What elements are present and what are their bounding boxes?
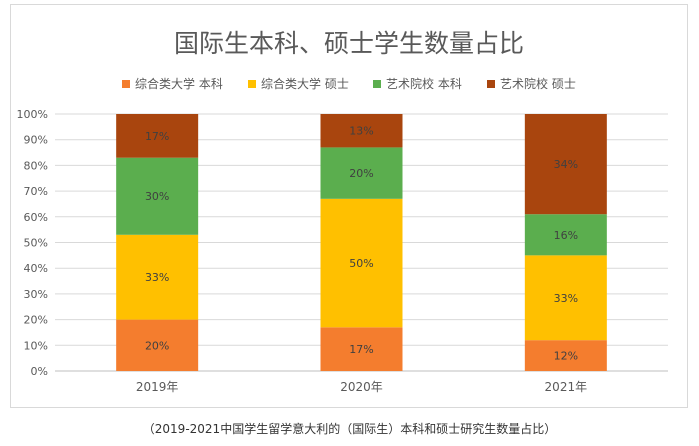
chart-caption: （2019-2021中国学生留学意大利的（国际生）本科和硕士研究生数量占比） [142, 422, 557, 436]
bar-stack: 20% 33% 30% 17% [116, 114, 199, 371]
bar-segment [320, 147, 403, 199]
y-tick-label: 100% [17, 108, 48, 121]
legend-swatch [122, 80, 130, 88]
stacked-bar-chart: 国际生本科、硕士学生数量占比 综合类大学 本科 综合类大学 硕士 艺术院校 本科 艺术… [17, 29, 668, 394]
bar-segment [524, 114, 607, 215]
data-label: 16% [554, 229, 578, 242]
x-tick-label: 2020年 [340, 380, 383, 394]
legend-item: 艺术院校 本科 [373, 76, 462, 91]
y-tick-label: 40% [24, 262, 48, 275]
legend-swatch [487, 80, 495, 88]
bar-segment [320, 198, 403, 328]
bar-stack: 12% 33% 16% 34% [524, 114, 607, 371]
legend-item: 综合类大学 本科 [122, 76, 223, 91]
data-label: 30% [145, 190, 169, 203]
y-tick-label: 0% [31, 365, 48, 378]
bar-segment [116, 157, 199, 235]
legend-item: 综合类大学 硕士 [248, 76, 349, 91]
y-tick-label: 20% [24, 314, 48, 327]
y-tick-label: 80% [24, 159, 48, 172]
y-tick-label: 50% [24, 237, 48, 250]
bar-stack: 17% 50% 20% 13% [320, 114, 403, 371]
legend-label: 综合类大学 硕士 [261, 76, 349, 91]
y-axis: 0% 10% 20% 30% 40% 50% 60% 70% 80% 90% 100% [17, 108, 48, 378]
bar-segment [116, 319, 199, 371]
y-tick-label: 60% [24, 211, 48, 224]
data-label: 20% [349, 167, 373, 180]
data-label: 34% [554, 158, 578, 171]
data-label: 13% [349, 125, 373, 138]
y-tick-label: 30% [24, 288, 48, 301]
data-label: 20% [145, 339, 169, 352]
bar-stacks: 20% 33% 30% 17% 17% 50% 20% 13% 12% 33% 16% 34% [116, 114, 607, 371]
chart-legend: 综合类大学 本科 综合类大学 硕士 艺术院校 本科 艺术院校 硕士 [122, 76, 576, 91]
data-label: 33% [145, 271, 169, 284]
chart-title: 国际生本科、硕士学生数量占比 [174, 29, 524, 58]
bar-segment [116, 234, 199, 320]
legend-label: 艺术院校 本科 [386, 76, 462, 91]
x-tick-label: 2019年 [136, 380, 179, 394]
bar-segment [116, 114, 199, 158]
bar-segment [320, 327, 403, 371]
data-label: 12% [554, 350, 578, 363]
y-tick-label: 70% [24, 185, 48, 198]
bar-segment [524, 340, 607, 371]
legend-item: 艺术院校 硕士 [487, 76, 576, 91]
bar-segment [320, 114, 403, 148]
x-axis: 2019年 2020年 2021年 [136, 380, 587, 394]
y-tick-label: 90% [24, 134, 48, 147]
data-label: 17% [349, 343, 373, 356]
data-label: 33% [554, 292, 578, 305]
data-label: 17% [145, 130, 169, 143]
bar-segment [524, 214, 607, 256]
legend-swatch [373, 80, 381, 88]
bar-segment [524, 255, 607, 341]
y-tick-label: 10% [24, 339, 48, 352]
legend-swatch [248, 80, 256, 88]
legend-label: 综合类大学 本科 [135, 76, 223, 91]
data-label: 50% [349, 257, 373, 270]
x-tick-label: 2021年 [545, 380, 588, 394]
legend-label: 艺术院校 硕士 [500, 76, 576, 91]
